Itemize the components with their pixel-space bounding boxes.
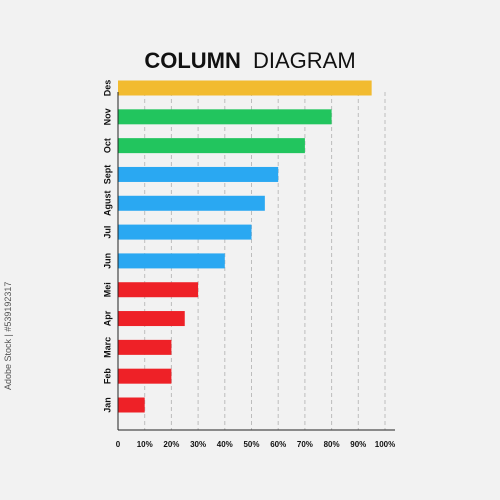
bar-jul [118,224,252,240]
x-tick-label: 100% [375,440,395,449]
x-tick-label: 0 [116,440,121,449]
side-watermark-text: Adobe Stock | #539192317 [3,281,13,390]
chart-title-light: DIAGRAM [253,48,356,73]
category-label: Jul [102,226,112,239]
category-label: Nov [102,108,112,125]
x-tick-label: 30% [190,440,206,449]
category-label: Oct [102,138,112,153]
x-tick-label: 50% [243,440,259,449]
category-labels: Jan Feb Marc Apr Mei Jun Jul Agust Sept Oct Nov Des [102,80,112,413]
category-label: Apr [102,310,112,326]
bar-agust [118,195,265,211]
x-tick-labels: 0 10% 20% 30% 40% 50% 60% 70% 80% 90% 100% [116,440,395,449]
bar-oct [118,138,305,154]
category-label: Des [102,80,112,97]
bar-jun [118,253,225,269]
chart-title: COLUMN DIAGRAM [144,48,355,73]
category-label: Jun [102,253,112,269]
bar-sept [118,166,279,182]
bar-jan [118,397,145,413]
category-label: Marc [102,337,112,358]
x-tick-label: 40% [217,440,233,449]
category-label: Feb [102,368,112,385]
x-tick-label: 10% [137,440,153,449]
bar-apr [118,311,185,327]
x-tick-label: 20% [163,440,179,449]
x-tick-label: 70% [297,440,313,449]
x-tick-label: 60% [270,440,286,449]
category-label: Agust [102,191,112,217]
category-label: Sept [102,165,112,185]
category-label: Jan [102,397,112,413]
x-tick-label: 80% [324,440,340,449]
x-tick-label: 90% [350,440,366,449]
category-label: Mei [102,282,112,297]
bar-mei [118,282,199,298]
bars [118,80,372,413]
bar-feb [118,368,172,384]
bar-des [118,80,372,96]
bar-nov [118,109,332,125]
chart-title-bold: COLUMN [144,48,241,73]
bar-marc [118,339,172,355]
